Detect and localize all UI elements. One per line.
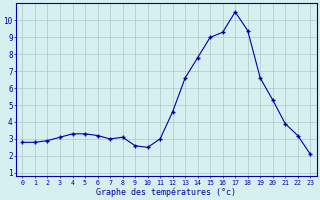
X-axis label: Graphe des températures (°c): Graphe des températures (°c) [96, 187, 236, 197]
